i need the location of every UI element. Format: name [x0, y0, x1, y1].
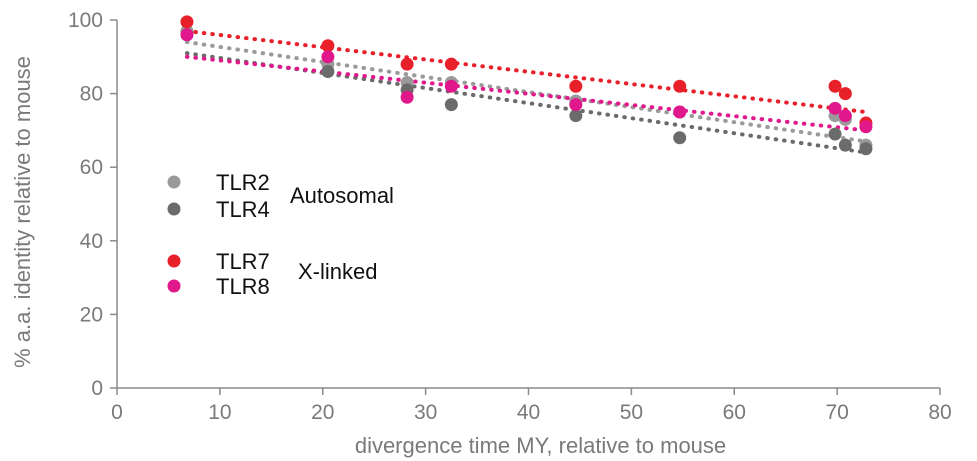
legend-group-label: X-linked [298, 259, 377, 284]
point-tlr7 [569, 79, 583, 93]
x-axis-title: divergence time MY, relative to mouse [355, 433, 726, 458]
y-tick-label: 100 [68, 9, 103, 32]
point-tlr4 [828, 127, 842, 141]
x-tick-label: 80 [928, 401, 951, 424]
trendline-tlr2 [184, 40, 868, 144]
y-tick-label: 20 [80, 303, 103, 326]
x-tick-label: 60 [723, 401, 746, 424]
x-ticks: 0 10 20 30 40 50 60 70 80 [111, 388, 952, 424]
y-ticks: 0 20 40 60 80 100 [68, 9, 117, 400]
x-tick-label: 70 [825, 401, 848, 424]
point-tlr7 [180, 15, 194, 29]
legend-marker-tlr8 [167, 279, 181, 293]
legend-marker-tlr2 [167, 175, 181, 189]
y-axis-title: % a.a. identity relative to mouse [10, 56, 35, 368]
point-tlr8 [569, 98, 583, 112]
point-tlr7 [838, 87, 852, 101]
x-tick-label: 0 [111, 401, 123, 424]
trendline-tlr7 [184, 29, 868, 114]
point-tlr8 [180, 28, 194, 42]
point-tlr4 [859, 142, 873, 156]
legend-label-tlr4: TLR4 [216, 197, 270, 222]
trendline-tlr8 [184, 54, 868, 133]
data-points [180, 15, 873, 156]
legend-label-tlr2: TLR2 [216, 170, 270, 195]
point-tlr8 [828, 101, 842, 115]
point-tlr7 [828, 79, 842, 93]
point-tlr4 [569, 109, 583, 123]
axes: 0 10 20 30 40 50 60 70 80 0 20 40 60 80 100 [68, 9, 952, 424]
y-tick-label: 40 [80, 230, 103, 253]
legend-label-tlr7: TLR7 [216, 249, 270, 274]
point-tlr8 [321, 50, 335, 64]
trendline-tlr4 [184, 51, 868, 155]
point-tlr8 [400, 90, 414, 104]
point-tlr7 [444, 57, 458, 71]
x-tick-label: 20 [311, 401, 334, 424]
legend-marker-tlr4 [167, 202, 181, 216]
point-tlr4 [444, 98, 458, 112]
point-tlr7 [673, 79, 687, 93]
point-tlr4 [321, 65, 335, 79]
point-tlr8 [673, 105, 687, 119]
point-tlr7 [321, 39, 335, 53]
y-tick-label: 0 [91, 377, 103, 400]
x-tick-label: 10 [208, 401, 231, 424]
x-tick-label: 30 [414, 401, 437, 424]
x-tick-label: 50 [620, 401, 643, 424]
x-tick-label: 40 [517, 401, 540, 424]
legend-label-tlr8: TLR8 [216, 274, 270, 299]
y-tick-label: 80 [80, 83, 103, 106]
point-tlr4 [673, 131, 687, 145]
y-tick-label: 60 [80, 156, 103, 179]
point-tlr8 [859, 120, 873, 134]
legend-group-label: Autosomal [290, 183, 394, 208]
trendlines [184, 29, 868, 155]
legend-marker-tlr7 [167, 254, 181, 268]
point-tlr8 [444, 79, 458, 93]
point-tlr8 [838, 109, 852, 123]
point-tlr4 [838, 138, 852, 152]
point-tlr7 [400, 57, 414, 71]
